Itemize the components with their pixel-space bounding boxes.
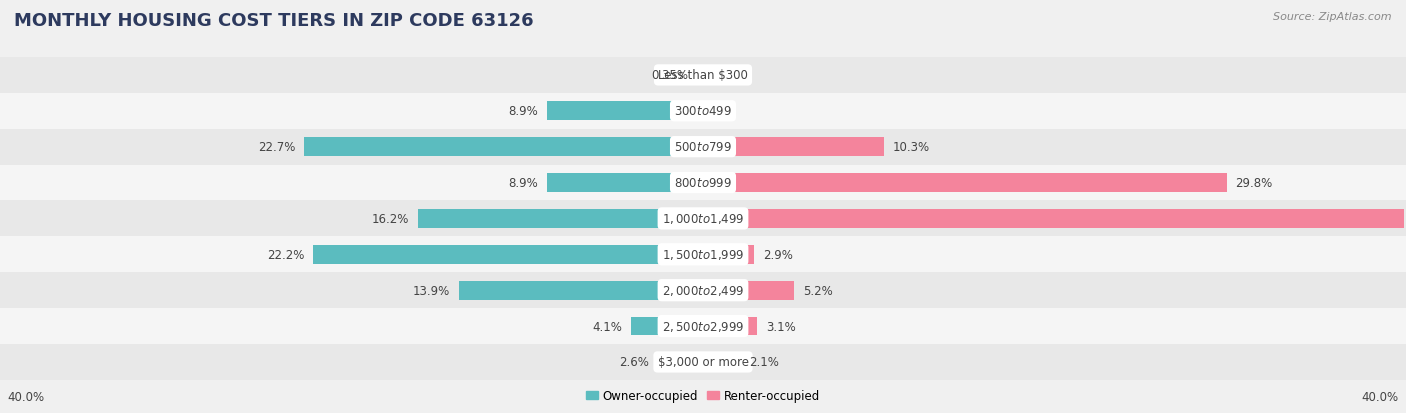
Text: $300 to $499: $300 to $499: [673, 105, 733, 118]
Bar: [0, 129, 1406, 165]
Text: 16.2%: 16.2%: [373, 212, 409, 225]
Bar: [703, 245, 754, 264]
Text: MONTHLY HOUSING COST TIERS IN ZIP CODE 63126: MONTHLY HOUSING COST TIERS IN ZIP CODE 6…: [14, 12, 534, 30]
Text: 22.7%: 22.7%: [257, 141, 295, 154]
Text: $1,000 to $1,499: $1,000 to $1,499: [662, 212, 744, 226]
Legend: Owner-occupied, Renter-occupied: Owner-occupied, Renter-occupied: [581, 385, 825, 407]
Text: 40.0%: 40.0%: [1362, 390, 1399, 403]
Bar: [703, 174, 1227, 192]
Text: 8.9%: 8.9%: [508, 105, 537, 118]
Bar: [419, 209, 703, 228]
Bar: [458, 281, 703, 300]
Text: 2.6%: 2.6%: [619, 356, 648, 368]
Bar: [0, 201, 1406, 237]
Bar: [0, 165, 1406, 201]
Text: 13.9%: 13.9%: [413, 284, 450, 297]
Text: Source: ZipAtlas.com: Source: ZipAtlas.com: [1274, 12, 1392, 22]
Text: 2.1%: 2.1%: [749, 356, 779, 368]
Text: 4.1%: 4.1%: [592, 320, 621, 333]
Text: 5.2%: 5.2%: [803, 284, 832, 297]
Bar: [314, 245, 703, 264]
Bar: [631, 317, 703, 336]
Text: $2,500 to $2,999: $2,500 to $2,999: [662, 319, 744, 333]
Text: 2.9%: 2.9%: [762, 248, 793, 261]
Text: $500 to $799: $500 to $799: [673, 141, 733, 154]
Bar: [0, 309, 1406, 344]
Bar: [703, 209, 1405, 228]
Text: $800 to $999: $800 to $999: [673, 177, 733, 190]
Bar: [703, 353, 740, 371]
Text: 40.0%: 40.0%: [7, 390, 44, 403]
Bar: [703, 281, 794, 300]
Bar: [703, 138, 884, 157]
Bar: [703, 317, 758, 336]
Bar: [0, 58, 1406, 94]
Bar: [657, 353, 703, 371]
Text: $1,500 to $1,999: $1,500 to $1,999: [662, 248, 744, 262]
Text: Less than $300: Less than $300: [658, 69, 748, 82]
Bar: [547, 174, 703, 192]
Bar: [0, 344, 1406, 380]
Text: $3,000 or more: $3,000 or more: [658, 356, 748, 368]
Text: 3.1%: 3.1%: [766, 320, 796, 333]
Text: 0.35%: 0.35%: [651, 69, 688, 82]
Bar: [0, 94, 1406, 129]
Text: 22.2%: 22.2%: [267, 248, 304, 261]
Bar: [0, 237, 1406, 273]
Bar: [304, 138, 703, 157]
Bar: [0, 273, 1406, 309]
Text: 8.9%: 8.9%: [508, 177, 537, 190]
Text: $2,000 to $2,499: $2,000 to $2,499: [662, 283, 744, 297]
Text: 29.8%: 29.8%: [1236, 177, 1272, 190]
Bar: [547, 102, 703, 121]
Text: 10.3%: 10.3%: [893, 141, 929, 154]
Bar: [697, 66, 703, 85]
